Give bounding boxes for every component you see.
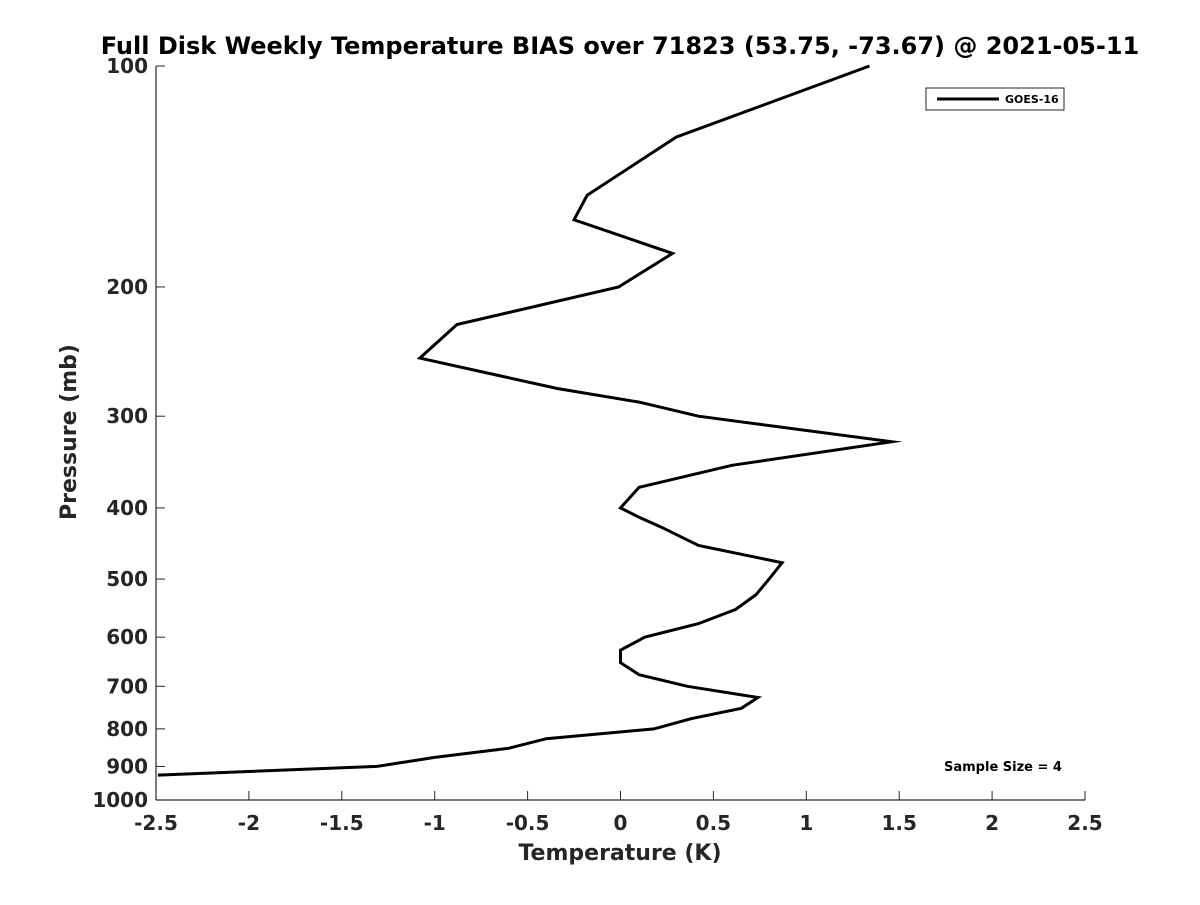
x-tick-label: -2 (238, 811, 260, 835)
y-axis-label: Pressure (mb) (57, 344, 82, 520)
y-tick-label: 100 (106, 54, 148, 78)
y-tick-label: 300 (106, 404, 148, 428)
x-tick-label: 1 (799, 811, 813, 835)
x-tick-label: 2.5 (1067, 811, 1102, 835)
x-tick-label: -1 (424, 811, 446, 835)
y-tick-label: 400 (106, 496, 148, 520)
y-tick-label: 700 (106, 674, 148, 698)
y-tick-label: 800 (106, 717, 148, 741)
y-tick-label: 1000 (92, 788, 148, 812)
y-tick-label: 600 (106, 625, 148, 649)
legend: GOES-16 (925, 87, 1065, 111)
chart-title: Full Disk Weekly Temperature BIAS over 7… (101, 32, 1140, 60)
x-tick-label: 1.5 (881, 811, 916, 835)
sample-size-annotation: Sample Size = 4 (944, 760, 1062, 775)
y-tick-label: 500 (106, 567, 148, 591)
y-tick-label: 900 (106, 754, 148, 778)
series-line-goes-16 (157, 64, 903, 777)
y-tick-label: 200 (106, 275, 148, 299)
legend-label-goes-16: GOES-16 (1005, 93, 1059, 106)
y-tick-labels: 100 200 300 400 500 600 700 800 900 1000 (92, 54, 165, 812)
x-tick-label: 2 (985, 811, 999, 835)
x-tick-label: -0.5 (506, 811, 550, 835)
x-tick-label: -1.5 (320, 811, 364, 835)
x-axis-label: Temperature (K) (518, 841, 721, 866)
x-tick-label: 0.5 (696, 811, 731, 835)
x-tick-labels: -2.5 -2 -1.5 -1 -0.5 0 0.5 1 1.5 2 2.5 (134, 791, 1103, 835)
x-tick-label: 0 (614, 811, 628, 835)
x-tick-label: -2.5 (134, 811, 178, 835)
series-layer (157, 64, 903, 777)
